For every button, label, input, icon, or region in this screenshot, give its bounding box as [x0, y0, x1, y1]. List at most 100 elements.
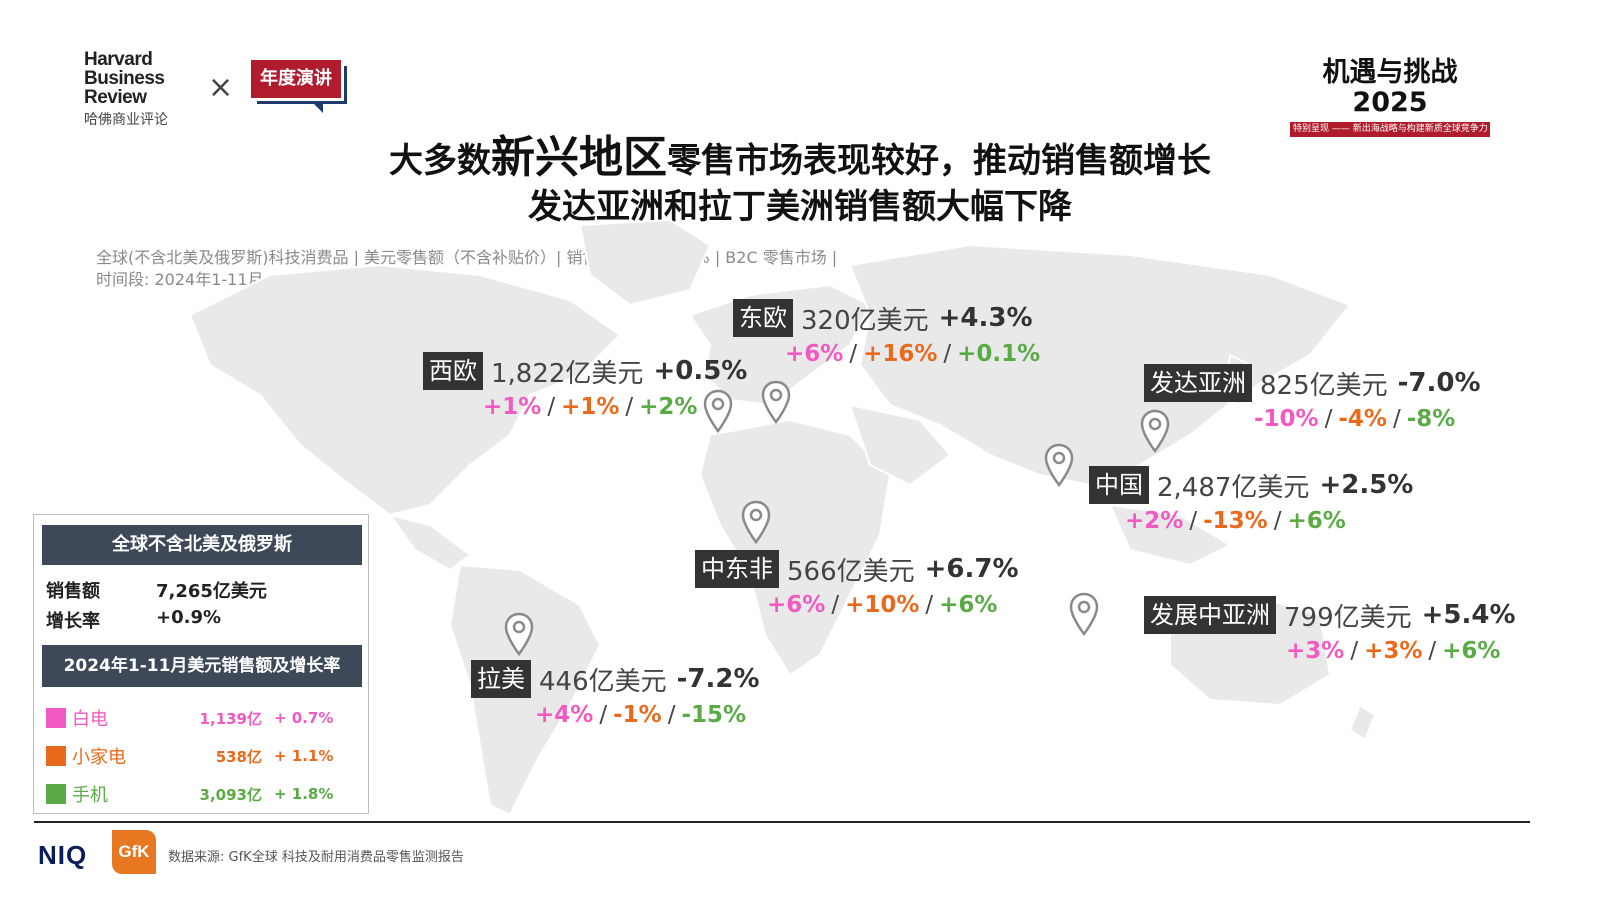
region-amount: 566亿美元 — [787, 556, 915, 587]
title-line-1: 大多数新兴地区零售市场表现较好，推动销售额增长 — [0, 135, 1600, 184]
region-growth: -7.0% — [1397, 368, 1481, 398]
growth-white-goods: +6% — [767, 592, 826, 618]
region-category-growth: +6% / +10% / +6% — [767, 592, 998, 618]
region-amount: 446亿美元 — [539, 666, 667, 697]
region-amount: 825亿美元 — [1260, 370, 1388, 401]
category-value: 3,093亿 — [199, 785, 262, 804]
growth-small-appliances: +3% — [1364, 638, 1423, 664]
hbr-line-2: Business — [84, 68, 165, 89]
hbr-chinese-name: 哈佛商业评论 — [84, 112, 168, 128]
region-growth: +2.5% — [1319, 470, 1414, 500]
annual-speech-badge: 年度演讲 — [251, 60, 349, 113]
map-central-america — [387, 513, 472, 572]
legend-swatch — [46, 746, 66, 766]
category-name: 小家电 — [72, 747, 126, 768]
hbr-line-1: Harvard — [84, 49, 153, 70]
region-name: 中国 — [1089, 466, 1149, 504]
growth-small-appliances: -1% — [613, 702, 662, 728]
growth-small-appliances: +10% — [845, 592, 920, 618]
region-name: 东欧 — [733, 299, 793, 337]
event-title: 机遇与挑战2025 — [1322, 57, 1458, 118]
data-source: 数据来源: GfK全球 科技及耐用消费品零售监测报告 — [168, 850, 464, 865]
subtitle-line-2: 时间段: 2024年1-11月 — [96, 270, 264, 289]
growth-small-appliances: +1% — [561, 394, 620, 420]
category-growth: + 1.1% — [274, 747, 334, 765]
region-name: 拉美 — [471, 660, 531, 698]
location-pin-icon — [1140, 409, 1170, 453]
region-category-growth: +1% / +1% / +2% — [483, 394, 698, 420]
category-row-mobile-phones: 手机 3,093亿 + 1.8% — [46, 781, 333, 807]
region-developing-asia: 发展中亚洲 799亿美元 +5.4% +3% / +3% / +6% — [1144, 596, 1516, 664]
map-africa — [698, 418, 892, 677]
summary-sales-row: 销售额 7,265亿美元 — [46, 577, 267, 603]
category-name: 手机 — [72, 785, 108, 806]
growth-white-goods: +4% — [535, 702, 594, 728]
region-growth: +4.3% — [938, 303, 1033, 333]
growth-mobile-phones: +6% — [1287, 508, 1346, 534]
region-name: 发达亚洲 — [1144, 364, 1252, 402]
region-category-growth: +4% / -1% / -15% — [535, 702, 747, 728]
summary-growth-row: 增长率 +0.9% — [46, 607, 221, 633]
category-value: 1,139亿 — [199, 709, 262, 728]
category-value: 538亿 — [215, 747, 262, 766]
summary-growth-value: +0.9% — [156, 607, 222, 628]
growth-mobile-phones: +0.1% — [957, 341, 1041, 367]
location-pin-icon — [741, 500, 771, 544]
badge-label: 年度演讲 — [251, 60, 341, 98]
map-asia — [848, 243, 1352, 487]
summary-sales-label: 销售额 — [46, 581, 100, 602]
gfk-logo: GfK — [112, 830, 156, 874]
region-china: 中国 2,487亿美元 +2.5% +2% / -13% / +6% — [1089, 466, 1413, 534]
map-southeast-asia — [1108, 503, 1233, 567]
category-growth: + 0.7% — [274, 709, 334, 727]
category-growth: + 1.8% — [274, 785, 334, 803]
location-pin-icon — [504, 612, 534, 656]
region-amount: 1,822亿美元 — [491, 358, 644, 389]
summary-panel: 全球不含北美及俄罗斯 销售额 7,265亿美元 增长率 +0.9% 2024年1… — [33, 514, 369, 814]
region-category-growth: +3% / +3% / +6% — [1286, 638, 1501, 664]
growth-white-goods: +2% — [1125, 508, 1184, 534]
region-category-growth: +6% / +16% / +0.1% — [785, 341, 1041, 367]
summary-title: 全球不含北美及俄罗斯 — [42, 525, 362, 565]
summary-period-title: 2024年1-11月美元销售额及增长率 — [42, 645, 362, 687]
legend-swatch — [46, 708, 66, 728]
map-middle-east — [848, 403, 952, 487]
region-name: 西欧 — [423, 352, 483, 390]
page-title: 大多数新兴地区零售市场表现较好，推动销售额增长 发达亚洲和拉丁美洲销售额大幅下降 — [0, 135, 1600, 230]
region-name: 中东非 — [695, 550, 779, 588]
growth-mobile-phones: +6% — [1442, 638, 1501, 664]
category-row-white-goods: 白电 1,139亿 + 0.7% — [46, 705, 333, 731]
location-pin-icon — [1069, 592, 1099, 636]
title-part-b: 零售市场表现较好，推动销售额增长 — [667, 141, 1211, 181]
region-amount: 2,487亿美元 — [1157, 472, 1310, 503]
summary-growth-label: 增长率 — [46, 611, 100, 632]
growth-mobile-phones: +6% — [939, 592, 998, 618]
title-part-a: 大多数 — [389, 141, 491, 181]
growth-small-appliances: -4% — [1338, 406, 1387, 432]
region-western-europe: 西欧 1,822亿美元 +0.5% +1% / +1% / +2% — [423, 352, 747, 420]
growth-mobile-phones: -15% — [681, 702, 747, 728]
growth-white-goods: +3% — [1286, 638, 1345, 664]
map-north-america — [188, 263, 622, 517]
legend-swatch — [46, 784, 66, 804]
region-mea: 中东非 566亿美元 +6.7% +6% / +10% / +6% — [695, 550, 1019, 618]
event-subtitle: 特别呈现 —— 新出海战略与构建新质全球竞争力 — [1290, 122, 1490, 137]
hbr-line-3: Review — [84, 87, 147, 108]
region-eastern-europe: 东欧 320亿美元 +4.3% +6% / +16% / +0.1% — [733, 299, 1040, 367]
region-developed-asia: 发达亚洲 825亿美元 -7.0% -10% / -4% / -8% — [1144, 364, 1481, 432]
niq-logo: NIQ — [38, 840, 88, 870]
title-highlight: 新兴地区 — [491, 132, 667, 183]
location-pin-icon — [703, 389, 733, 433]
growth-white-goods: +6% — [785, 341, 844, 367]
region-name: 发展中亚洲 — [1144, 596, 1276, 634]
map-greenland — [578, 218, 712, 307]
footer-divider — [34, 821, 1530, 823]
badge-tail — [311, 101, 323, 113]
location-pin-icon — [1044, 443, 1074, 487]
growth-mobile-phones: -8% — [1406, 406, 1456, 432]
region-category-growth: +2% / -13% / +6% — [1125, 508, 1346, 534]
growth-small-appliances: +16% — [863, 341, 938, 367]
region-growth: +6.7% — [924, 554, 1019, 584]
region-latin-america: 拉美 446亿美元 -7.2% +4% / -1% / -15% — [471, 660, 760, 728]
collab-times-sign: × — [208, 70, 234, 105]
